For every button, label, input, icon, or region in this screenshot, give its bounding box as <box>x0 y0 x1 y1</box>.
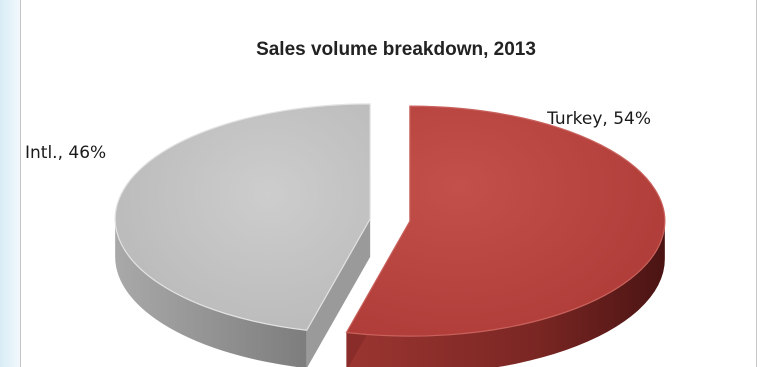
pie-slice-top <box>345 105 666 337</box>
pie-slice-intl <box>114 103 371 367</box>
pie-slices <box>114 103 666 367</box>
chart-frame: Sales volume breakdown, 2013 Turkey, 54%… <box>20 0 757 367</box>
data-label-intl: Intl., 46% <box>25 143 106 163</box>
pie-slice-side <box>115 218 307 367</box>
data-labels: Turkey, 54% Intl., 46% <box>25 109 651 163</box>
data-label-turkey: Turkey, 54% <box>546 109 651 129</box>
pie-chart: Sales volume breakdown, 2013 Turkey, 54%… <box>25 39 666 367</box>
pie-slice-top <box>114 103 371 331</box>
pie-slice-side <box>346 221 665 367</box>
chart-title: Sales volume breakdown, 2013 <box>256 39 536 60</box>
pie-slice-turkey <box>345 105 666 367</box>
pie-slice-wall <box>306 218 371 367</box>
